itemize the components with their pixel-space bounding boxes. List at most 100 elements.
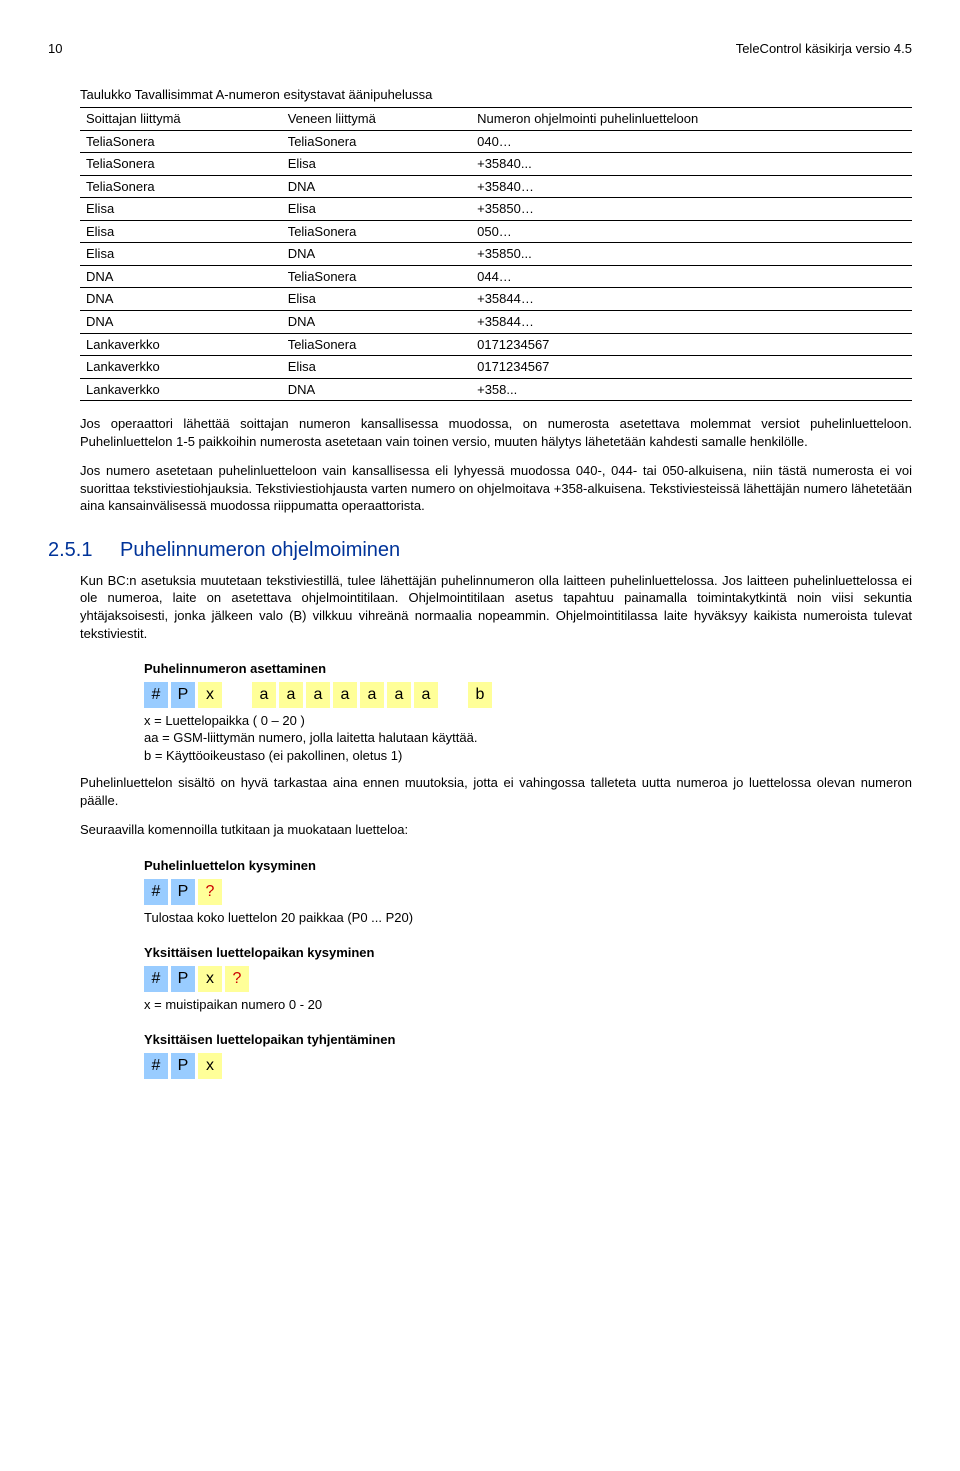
table-cell: +35840…	[471, 175, 912, 198]
table-cell: DNA	[80, 288, 282, 311]
table-row: LankaverkkoTeliaSonera0171234567	[80, 333, 912, 356]
paragraph: Jos numero asetetaan puhelinluetteloon v…	[80, 462, 912, 515]
table-cell: TeliaSonera	[80, 153, 282, 176]
command-legend: x = Luettelopaikka ( 0 – 20 ) aa = GSM-l…	[144, 712, 912, 765]
paragraph: Seuraavilla komennoilla tutkitaan ja muo…	[80, 821, 912, 839]
table-cell: TeliaSonera	[282, 333, 471, 356]
command-cell: x	[198, 1053, 222, 1079]
table-cell: 0171234567	[471, 333, 912, 356]
table-cell: +35844…	[471, 288, 912, 311]
command-cell: P	[171, 879, 195, 905]
command-cell: a	[279, 682, 303, 708]
table-caption: Taulukko Tavallisimmat A-numeron esityst…	[80, 86, 912, 104]
command-title: Yksittäisen luettelopaikan kysyminen	[144, 944, 912, 962]
col-header: Soittajan liittymä	[80, 108, 282, 131]
legend-line: aa = GSM-liittymän numero, jolla laitett…	[144, 729, 912, 747]
data-table: Soittajan liittymä Veneen liittymä Numer…	[80, 107, 912, 401]
page-number: 10	[48, 40, 62, 58]
table-row: TeliaSoneraElisa+35840...	[80, 153, 912, 176]
table-cell: DNA	[282, 311, 471, 334]
command-title: Puhelinluettelon kysyminen	[144, 857, 912, 875]
command-cell	[225, 682, 249, 708]
command-cell: x	[198, 682, 222, 708]
table-cell: 040…	[471, 130, 912, 153]
section-number: 2.5.1	[48, 537, 120, 564]
table-cell: Elisa	[282, 288, 471, 311]
table-row: DNATeliaSonera044…	[80, 265, 912, 288]
table-cell: DNA	[80, 265, 282, 288]
command-after: Tulostaa koko luettelon 20 paikkaa (P0 .…	[144, 909, 912, 927]
table-row: ElisaTeliaSonera050…	[80, 220, 912, 243]
table-cell: DNA	[80, 311, 282, 334]
table-cell: TeliaSonera	[282, 130, 471, 153]
command-cell: a	[414, 682, 438, 708]
table-cell: Elisa	[282, 356, 471, 379]
paragraph: Puhelinluettelon sisältö on hyvä tarkast…	[80, 774, 912, 809]
command-cell: #	[144, 879, 168, 905]
table-cell: +35840...	[471, 153, 912, 176]
table-cell: +35850...	[471, 243, 912, 266]
table-row: LankaverkkoDNA+358...	[80, 378, 912, 401]
command-cell: P	[171, 682, 195, 708]
table-cell: Elisa	[80, 198, 282, 221]
command-cell: a	[360, 682, 384, 708]
table-cell: TeliaSonera	[80, 130, 282, 153]
paragraph: Jos operaattori lähettää soittajan numer…	[80, 415, 912, 450]
table-cell: Elisa	[282, 153, 471, 176]
command-cell: #	[144, 682, 168, 708]
command-title: Yksittäisen luettelopaikan tyhjentäminen	[144, 1031, 912, 1049]
col-header: Numeron ohjelmointi puhelinluetteloon	[471, 108, 912, 131]
command-cell: P	[171, 966, 195, 992]
table-cell: DNA	[282, 378, 471, 401]
command-cell: a	[333, 682, 357, 708]
page-header: 10 TeleControl käsikirja versio 4.5	[48, 40, 912, 58]
section-heading: 2.5.1Puhelinnumeron ohjelmoiminen	[48, 537, 912, 564]
table-cell: TeliaSonera	[80, 175, 282, 198]
table-cell: +35850…	[471, 198, 912, 221]
section-title: Puhelinnumeron ohjelmoiminen	[120, 539, 400, 561]
table-cell: TeliaSonera	[282, 265, 471, 288]
command-cell	[441, 682, 465, 708]
command-title: Puhelinnumeron asettaminen	[144, 660, 912, 678]
legend-line: x = Luettelopaikka ( 0 – 20 )	[144, 712, 912, 730]
table-cell: TeliaSonera	[282, 220, 471, 243]
table-cell: Elisa	[80, 220, 282, 243]
command-cell: x	[198, 966, 222, 992]
table-row: ElisaDNA+35850...	[80, 243, 912, 266]
command-cell: ?	[225, 966, 249, 992]
table-header-row: Soittajan liittymä Veneen liittymä Numer…	[80, 108, 912, 131]
table-cell: Lankaverkko	[80, 378, 282, 401]
paragraph: Kun BC:n asetuksia muutetaan tekstiviest…	[80, 572, 912, 642]
table-cell: DNA	[282, 175, 471, 198]
table-row: TeliaSoneraTeliaSonera040…	[80, 130, 912, 153]
table-cell: Elisa	[80, 243, 282, 266]
command-cell: a	[306, 682, 330, 708]
table-row: DNAElisa+35844…	[80, 288, 912, 311]
table-cell: +35844…	[471, 311, 912, 334]
command-row: #Px	[144, 1053, 912, 1079]
table-cell: 044…	[471, 265, 912, 288]
command-after: x = muistipaikan numero 0 - 20	[144, 996, 912, 1014]
legend-line: b = Käyttöoikeustaso (ei pakollinen, ole…	[144, 747, 912, 765]
command-cell: b	[468, 682, 492, 708]
table-cell: DNA	[282, 243, 471, 266]
command-cell: a	[387, 682, 411, 708]
command-cell: #	[144, 966, 168, 992]
command-cell: a	[252, 682, 276, 708]
table-cell: 050…	[471, 220, 912, 243]
table-cell: Lankaverkko	[80, 356, 282, 379]
command-cell: ?	[198, 879, 222, 905]
command-row: #Pxaaaaaaab	[144, 682, 912, 708]
table-cell: +358...	[471, 378, 912, 401]
col-header: Veneen liittymä	[282, 108, 471, 131]
command-row: #P?	[144, 879, 912, 905]
command-cell: P	[171, 1053, 195, 1079]
table-row: ElisaElisa+35850…	[80, 198, 912, 221]
table-row: TeliaSoneraDNA+35840…	[80, 175, 912, 198]
table-row: DNADNA+35844…	[80, 311, 912, 334]
doc-title: TeleControl käsikirja versio 4.5	[736, 40, 912, 58]
table-cell: Lankaverkko	[80, 333, 282, 356]
table-row: LankaverkkoElisa0171234567	[80, 356, 912, 379]
command-cell: #	[144, 1053, 168, 1079]
table-cell: 0171234567	[471, 356, 912, 379]
